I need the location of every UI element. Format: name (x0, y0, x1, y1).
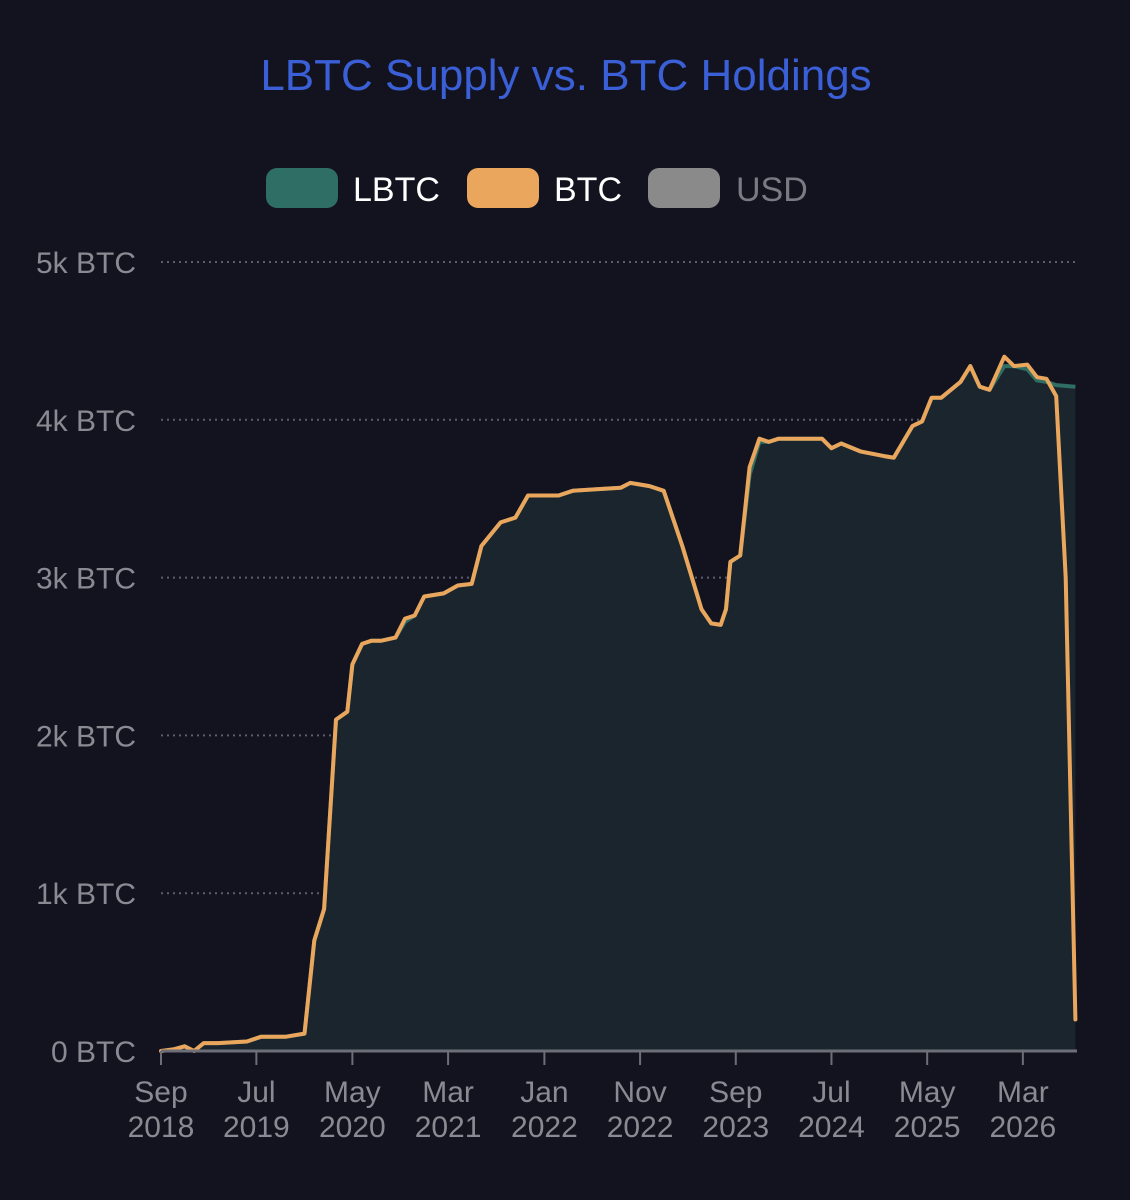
legend-label-usd[interactable]: USD (736, 171, 808, 209)
btc-line (159, 354, 1078, 1053)
x-tick-label: May 2020 (319, 1076, 386, 1144)
y-tick-label: 1k BTC (36, 878, 136, 911)
x-tick-label: Jan 2022 (511, 1076, 578, 1144)
plot-area (159, 354, 1078, 1053)
x-tick-label: Mar 2026 (989, 1076, 1056, 1144)
chart-title: LBTC Supply vs. BTC Holdings (260, 51, 871, 100)
legend-label-lbtc[interactable]: LBTC (353, 171, 440, 209)
y-tick-label: 0 BTC (51, 1036, 136, 1069)
y-tick-label: 3k BTC (36, 563, 136, 596)
legend-swatch-usd[interactable] (648, 168, 720, 208)
legend-swatch-btc[interactable] (467, 168, 539, 208)
legend-label-btc[interactable]: BTC (554, 171, 622, 209)
x-tick-label: Jul 2024 (798, 1076, 865, 1144)
x-tick-label: Nov 2022 (607, 1076, 674, 1144)
y-tick-label: 4k BTC (36, 405, 136, 438)
x-axis: Sep 2018 Jul 2019 May 2020 Mar 2021 Jan 2022 Nov 20… (128, 1049, 1077, 1144)
legend: LBTC BTC USD (266, 168, 808, 209)
x-tick-label: May 2025 (894, 1076, 961, 1144)
y-tick-label: 5k BTC (36, 247, 136, 280)
lbtc-area (161, 366, 1076, 1052)
x-tick-label: Sep 2023 (702, 1076, 769, 1144)
y-axis: 0 BTC 1k BTC 2k BTC 3k BTC 4k BTC 5k BTC (36, 247, 136, 1069)
x-tick-label: Mar 2021 (415, 1076, 482, 1144)
x-tick-label: Jul 2019 (223, 1076, 290, 1144)
y-tick-label: 2k BTC (36, 720, 136, 753)
x-tick-label: Sep 2018 (128, 1076, 195, 1144)
legend-swatch-lbtc[interactable] (266, 168, 338, 208)
